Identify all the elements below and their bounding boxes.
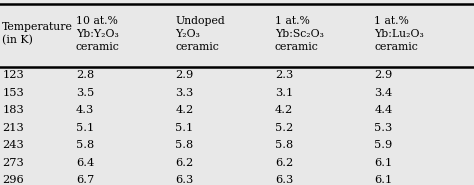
Text: Undoped
Y₂O₃
ceramic: Undoped Y₂O₃ ceramic (175, 16, 225, 52)
Text: 123: 123 (2, 70, 24, 80)
Text: 5.1: 5.1 (175, 123, 194, 133)
Text: 2.8: 2.8 (76, 70, 94, 80)
Text: 5.8: 5.8 (76, 140, 94, 150)
Text: 6.2: 6.2 (175, 158, 194, 168)
Text: 6.3: 6.3 (175, 175, 194, 185)
Text: 6.1: 6.1 (374, 175, 393, 185)
Text: 4.2: 4.2 (175, 105, 194, 115)
Text: 6.3: 6.3 (275, 175, 293, 185)
Text: 6.2: 6.2 (275, 158, 293, 168)
Text: 153: 153 (2, 88, 24, 98)
Text: 1 at.%
Yb:Lu₂O₃
ceramic: 1 at.% Yb:Lu₂O₃ ceramic (374, 16, 424, 52)
Text: 6.1: 6.1 (374, 158, 393, 168)
Text: 3.3: 3.3 (175, 88, 194, 98)
Text: 6.7: 6.7 (76, 175, 94, 185)
Text: 2.9: 2.9 (374, 70, 393, 80)
Text: 5.3: 5.3 (374, 123, 393, 133)
Text: 4.3: 4.3 (76, 105, 94, 115)
Text: 5.8: 5.8 (175, 140, 194, 150)
Text: 183: 183 (2, 105, 24, 115)
Text: 4.2: 4.2 (275, 105, 293, 115)
Text: 3.5: 3.5 (76, 88, 94, 98)
Text: 1 at.%
Yb:Sc₂O₃
ceramic: 1 at.% Yb:Sc₂O₃ ceramic (275, 16, 324, 52)
Text: 213: 213 (2, 123, 24, 133)
Text: 2.9: 2.9 (175, 70, 194, 80)
Text: 5.8: 5.8 (275, 140, 293, 150)
Text: 10 at.%
Yb:Y₂O₃
ceramic: 10 at.% Yb:Y₂O₃ ceramic (76, 16, 119, 52)
Text: 6.4: 6.4 (76, 158, 94, 168)
Text: Temperature
(in K): Temperature (in K) (2, 22, 73, 46)
Text: 5.2: 5.2 (275, 123, 293, 133)
Text: 296: 296 (2, 175, 24, 185)
Text: 273: 273 (2, 158, 24, 168)
Text: 3.1: 3.1 (275, 88, 293, 98)
Text: 2.3: 2.3 (275, 70, 293, 80)
Text: 5.9: 5.9 (374, 140, 393, 150)
Text: 5.1: 5.1 (76, 123, 94, 133)
Text: 3.4: 3.4 (374, 88, 393, 98)
Text: 4.4: 4.4 (374, 105, 393, 115)
Text: 243: 243 (2, 140, 24, 150)
